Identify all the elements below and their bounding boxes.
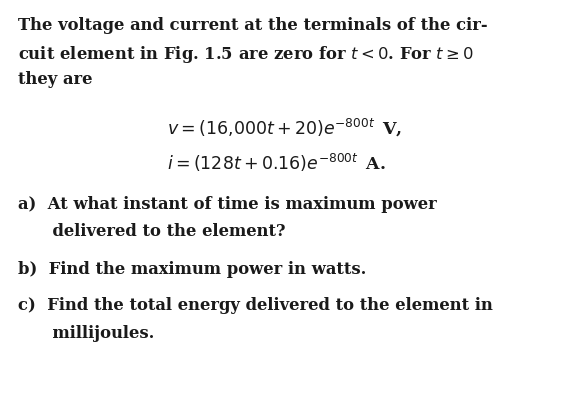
Text: $v = (16{,}000t + 20)e^{-800t}\,$ V,: $v = (16{,}000t + 20)e^{-800t}\,$ V, <box>167 116 402 139</box>
Text: c)  Find the total energy delivered to the element in: c) Find the total energy delivered to th… <box>18 297 493 314</box>
Text: cuit element in Fig. 1.5 are zero for $t < 0$. For $t \geq 0$: cuit element in Fig. 1.5 are zero for $t… <box>18 44 473 64</box>
Text: The voltage and current at the terminals of the cir-: The voltage and current at the terminals… <box>18 17 487 34</box>
Text: $i = (128t + 0.16)e^{-800t}\,$ A.: $i = (128t + 0.16)e^{-800t}\,$ A. <box>167 152 386 174</box>
Text: a)  At what instant of time is maximum power: a) At what instant of time is maximum po… <box>18 196 436 213</box>
Text: delivered to the element?: delivered to the element? <box>18 223 285 240</box>
Text: b)  Find the maximum power in watts.: b) Find the maximum power in watts. <box>18 261 366 278</box>
Text: millijoules.: millijoules. <box>18 325 154 342</box>
Text: they are: they are <box>18 71 92 88</box>
